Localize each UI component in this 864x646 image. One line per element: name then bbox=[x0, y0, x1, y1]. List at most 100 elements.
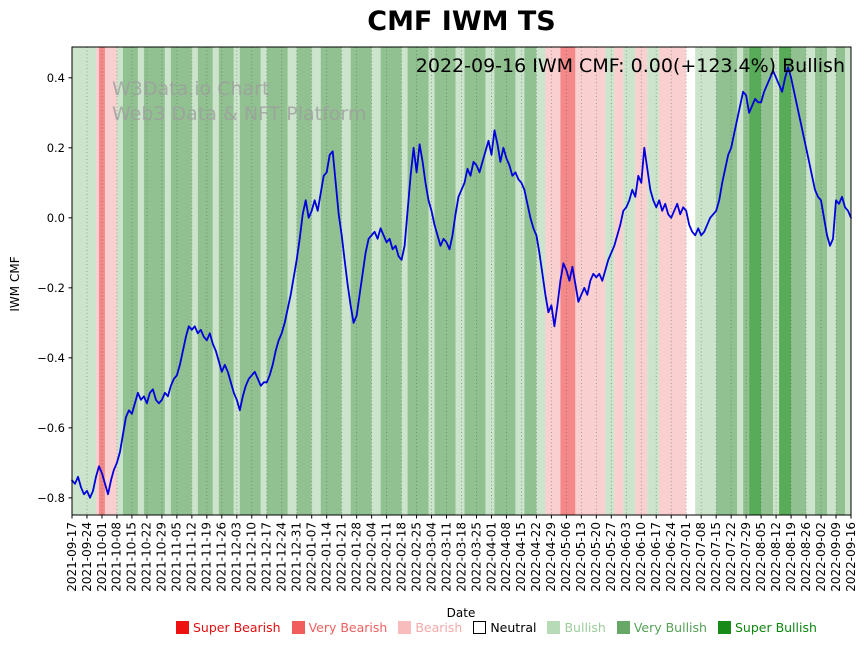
x-tick-label: 2022-08-26 bbox=[799, 522, 813, 592]
sentiment-band-bearish bbox=[635, 47, 648, 515]
sentiment-band-bullish bbox=[773, 47, 780, 515]
x-tick-label: 2022-04-22 bbox=[529, 522, 543, 592]
sentiment-band-bullish bbox=[515, 47, 525, 515]
sentiment-band-very_bullish bbox=[836, 47, 846, 515]
legend-label: Neutral bbox=[490, 620, 537, 635]
y-axis-ticks: 0.4 0.2 0.0 −0.2 −0.4 −0.6 −0.8 bbox=[37, 71, 72, 505]
sentiment-band-bullish bbox=[536, 47, 546, 515]
sentiment-band-bullish bbox=[605, 47, 615, 515]
legend-label: Very Bullish bbox=[633, 620, 707, 635]
x-tick-label: 2021-11-19 bbox=[200, 522, 214, 592]
x-tick-label: 2022-05-20 bbox=[589, 522, 603, 592]
legend-item-bullish: Bullish bbox=[547, 620, 606, 635]
legend-swatch-icon bbox=[176, 621, 189, 634]
legend-swatch-icon bbox=[717, 621, 731, 634]
sentiment-band-bullish bbox=[311, 47, 321, 515]
sentiment-band-bullish bbox=[455, 47, 465, 515]
x-axis-label: Date bbox=[447, 606, 476, 620]
sentiment-band-bullish bbox=[371, 47, 381, 515]
x-tick-label: 2022-07-22 bbox=[724, 522, 738, 592]
x-tick-label: 2021-10-22 bbox=[140, 522, 154, 592]
sentiment-band-bullish bbox=[806, 47, 816, 515]
x-tick-label: 2021-11-26 bbox=[215, 522, 229, 592]
legend-item-very-bullish: Very Bullish bbox=[616, 620, 707, 635]
sentiment-band-bullish bbox=[827, 47, 837, 515]
x-tick-label: 2022-03-11 bbox=[439, 522, 453, 592]
y-tick-label: 0.2 bbox=[47, 141, 65, 155]
sentiment-band-super_bullish bbox=[749, 47, 762, 515]
x-tick-label: 2021-10-15 bbox=[125, 522, 139, 592]
y-axis-label: IWM CMF bbox=[8, 256, 22, 311]
sentiment-band-very_bullish bbox=[122, 47, 138, 515]
legend-item-neutral: Neutral bbox=[473, 620, 536, 635]
sentiment-band-very_bullish bbox=[380, 47, 402, 515]
legend-label: Bullish bbox=[564, 620, 606, 635]
sentiment-band-neutral bbox=[686, 47, 696, 515]
sentiment-band-bullish bbox=[191, 47, 198, 515]
x-tick-label: 2021-12-24 bbox=[275, 522, 289, 592]
x-tick-label: 2021-11-12 bbox=[185, 522, 199, 592]
sentiment-band-bullish bbox=[116, 47, 123, 515]
legend-swatch-icon bbox=[398, 621, 412, 634]
x-tick-label: 2021-09-24 bbox=[80, 522, 94, 592]
x-tick-label: 2022-04-29 bbox=[544, 522, 558, 592]
sentiment-band-bullish bbox=[428, 47, 435, 515]
watermark-line2: Web3 Data & NFT Platform bbox=[112, 103, 366, 125]
sentiment-band-very_bullish bbox=[761, 47, 774, 515]
sentiment-band-bearish bbox=[659, 47, 687, 515]
x-tick-label: 2022-04-08 bbox=[499, 522, 513, 592]
sentiment-band-bullish bbox=[623, 47, 636, 515]
cmf-line bbox=[71, 66, 852, 499]
sentiment-band-bullish bbox=[647, 47, 660, 515]
y-tick-label: −0.4 bbox=[37, 351, 65, 365]
sentiment-band-bullish bbox=[137, 47, 144, 515]
x-tick-label: 2022-04-01 bbox=[484, 522, 498, 592]
sentiment-band-very_bullish bbox=[296, 47, 312, 515]
sentiment-band-very_bullish bbox=[170, 47, 192, 515]
legend-item-bearish: Bearish bbox=[398, 620, 462, 635]
x-tick-label: 2021-09-17 bbox=[65, 522, 79, 592]
legend-swatch-icon bbox=[291, 621, 305, 634]
x-tick-label: 2022-06-03 bbox=[619, 522, 633, 592]
legend-swatch-icon bbox=[616, 621, 630, 634]
sentiment-band-very_bullish bbox=[815, 47, 828, 515]
sentiment-band-very_bullish bbox=[239, 47, 261, 515]
watermark-line1: W3Data.io Chart bbox=[112, 78, 269, 100]
x-tick-label: 2022-01-28 bbox=[349, 522, 363, 592]
sentiment-band-bullish bbox=[164, 47, 171, 515]
x-tick-label: 2022-05-13 bbox=[574, 522, 588, 592]
sentiment-band-bullish bbox=[485, 47, 495, 515]
x-axis-ticks: 2021-09-17 2021-09-24 2021-10-01 2021-10-08… bbox=[65, 515, 858, 592]
x-tick-label: 2022-02-18 bbox=[394, 522, 408, 592]
x-tick-label: 2022-07-15 bbox=[709, 522, 723, 592]
legend-label: Super Bullish bbox=[734, 620, 817, 635]
sentiment-legend: Super Bearish Very Bearish Bearish Neutral B… bbox=[176, 620, 817, 635]
x-tick-label: 2022-03-18 bbox=[454, 522, 468, 592]
sentiment-band-bullish bbox=[695, 47, 717, 515]
y-tick-label: 0.4 bbox=[47, 71, 65, 85]
y-tick-label: 0.0 bbox=[47, 211, 65, 225]
x-tick-label: 2022-03-04 bbox=[424, 522, 438, 592]
sentiment-band-very_bullish bbox=[524, 47, 537, 515]
sentiment-band-very_bullish bbox=[791, 47, 807, 515]
x-tick-label: 2022-02-25 bbox=[409, 522, 423, 592]
gridline-layer bbox=[71, 47, 852, 515]
x-tick-label: 2022-09-02 bbox=[814, 522, 828, 592]
x-tick-label: 2022-06-24 bbox=[664, 522, 678, 592]
x-tick-label: 2022-01-14 bbox=[319, 522, 333, 592]
y-tick-label: −0.8 bbox=[37, 491, 65, 505]
legend-swatch-icon bbox=[473, 621, 487, 634]
sentiment-band-bearish bbox=[95, 47, 99, 515]
y-tick-label: −0.6 bbox=[37, 421, 65, 435]
x-tick-label: 2022-07-29 bbox=[739, 522, 753, 592]
x-tick-label: 2022-02-04 bbox=[364, 522, 378, 592]
y-tick-label: −0.2 bbox=[37, 281, 65, 295]
x-tick-label: 2022-02-11 bbox=[379, 522, 393, 592]
x-tick-label: 2022-07-01 bbox=[679, 522, 693, 592]
x-tick-label: 2022-03-25 bbox=[469, 522, 483, 592]
x-tick-label: 2022-06-10 bbox=[634, 522, 648, 592]
sentiment-band-layer bbox=[72, 47, 851, 515]
sentiment-band-very_bullish bbox=[266, 47, 288, 515]
sentiment-band-bearish bbox=[104, 47, 117, 515]
